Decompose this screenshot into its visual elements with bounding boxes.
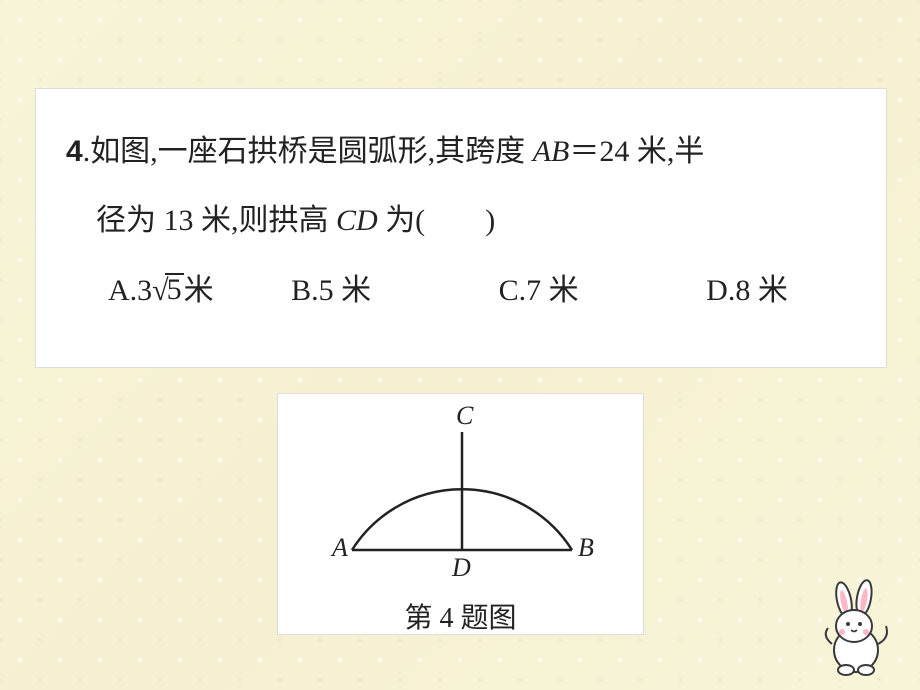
q-line1-a: .如图,一座石拱桥是圆弧形,其跨度 [83,135,533,168]
eq-sign: ＝ [569,135,599,168]
q-blank [425,204,485,237]
option-b: B.5 米 [291,265,371,309]
q-line2-b: 米,则拱高 [194,204,337,237]
q-line2-c: 为( [378,204,426,237]
bunny-icon [812,578,902,678]
figure-card: A B C D 第 4 题图 [277,393,644,635]
sqrt-icon: √5 [152,274,183,308]
question-text: 4.如图,一座石拱桥是圆弧形,其跨度 AB＝24 米,半 径为 13 米,则拱高… [66,117,856,255]
label-b: B [578,533,594,562]
option-c: C.7 米 [499,265,579,309]
label-a: A [330,533,348,562]
q-line2-d: ) [485,204,495,237]
arch-diagram: A B C D [278,394,645,594]
var-cd: CD [336,204,378,237]
val-ab: 24 [599,135,629,168]
label-c: C [456,401,474,430]
option-d: D.8 米 [706,265,788,309]
val-r: 13 [164,204,194,237]
opt-a-prefix: A. [108,274,137,308]
option-a: A.3√5米 [108,265,214,309]
q-line2-a: 径为 [96,204,164,237]
question-card: 4.如图,一座石拱桥是圆弧形,其跨度 AB＝24 米,半 径为 13 米,则拱高… [35,88,887,368]
options-row: A.3√5米 B.5 米 C.7 米 D.8 米 [66,265,856,309]
opt-a-rad: 5 [165,273,184,305]
opt-a-unit: 米 [184,265,214,309]
label-d: D [451,553,471,582]
question-number: 4 [66,135,83,168]
figure-caption: 第 4 题图 [278,596,643,636]
var-ab: AB [533,135,570,168]
opt-a-coef: 3 [137,274,152,308]
q-unit1: 米,半 [629,135,704,168]
